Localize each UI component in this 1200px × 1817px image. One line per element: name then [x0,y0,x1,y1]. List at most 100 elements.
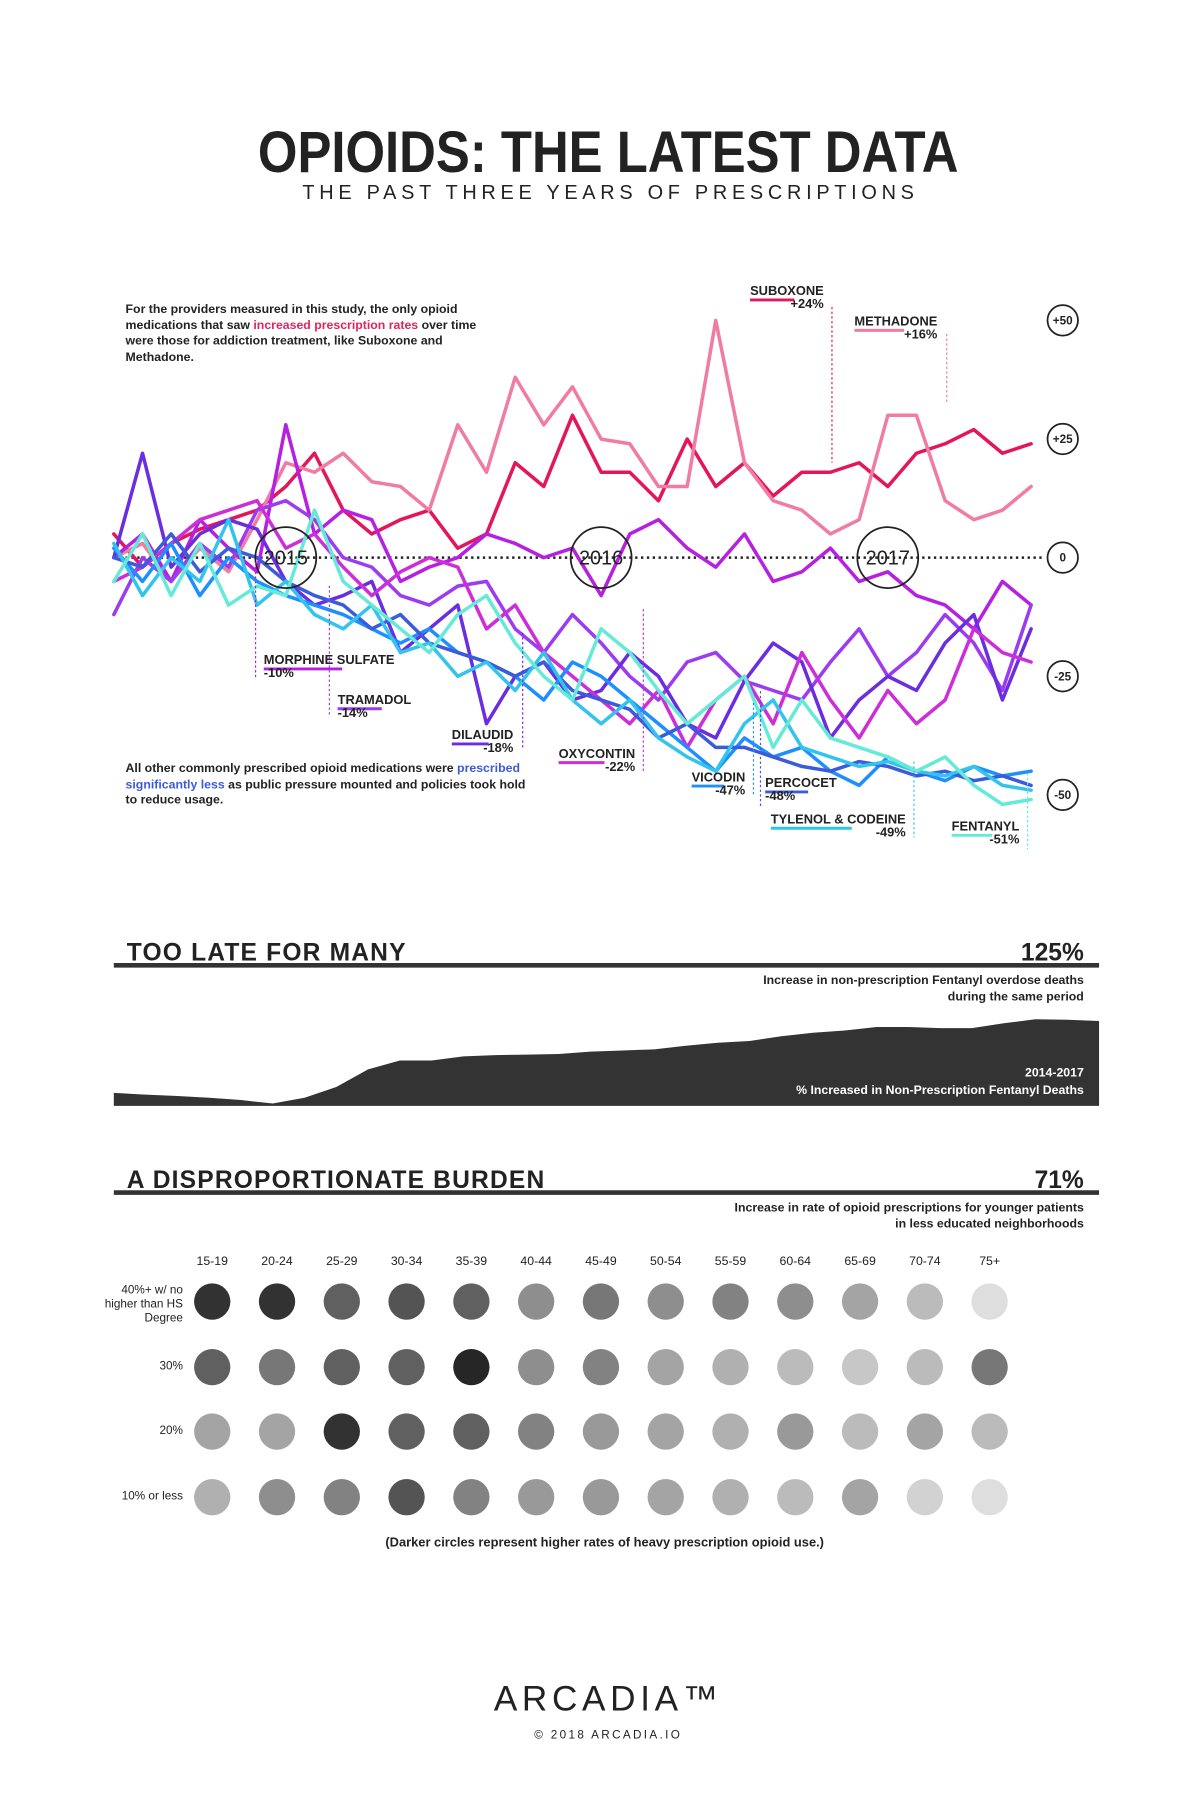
series-line [112,498,1033,702]
heat-circle [777,1479,814,1516]
heat-circle [971,1348,1008,1386]
section-headline: 71% [1035,1167,1084,1194]
heat-circle [453,1479,490,1516]
series-line [112,498,1033,750]
annotation-value: -49% [876,824,907,839]
heat-circle [841,1413,879,1450]
heat-circle [582,1348,620,1386]
heat-circle [971,1479,1008,1516]
heat-circle [777,1348,814,1386]
heat-circle [906,1283,944,1320]
row-label-box: 20% [159,1424,183,1438]
heat-circle [323,1283,360,1320]
y-tick-label: 0 [1059,552,1066,565]
y-tick-label: -50 [1054,789,1071,802]
heat-circle [453,1413,490,1450]
section-description-box: Increase in non-prescription Fentanyl ov… [763,973,1084,1004]
heat-circle [971,1283,1008,1320]
copyright: © 2018 ARCADIA.IO [534,1729,682,1742]
y-tick-mark [1046,778,1079,811]
heat-circle [712,1283,749,1320]
annotation-value: -22% [605,759,636,774]
heat-circle [388,1413,425,1450]
heatmap-note: (Darker circles represent higher rates o… [385,1534,824,1549]
heat-circle [194,1283,231,1320]
heat-circle [906,1479,944,1516]
heat-circle [582,1283,620,1320]
heat-circle [712,1479,749,1516]
section-description-box: Increase in rate of opioid prescriptions… [734,1200,1084,1232]
heat-circle [388,1479,425,1516]
heat-circle [323,1413,360,1450]
heat-circle [647,1283,684,1320]
heat-circle [777,1413,814,1450]
note-top: For the providers measured in this study… [126,302,489,365]
heat-circle [647,1479,684,1516]
heat-circle [323,1348,360,1386]
row-label-box: 10% or less [122,1490,183,1503]
heat-circle [647,1348,684,1386]
annotation-name: OXYCONTIN [559,746,636,761]
row-label: 20% [159,1424,183,1438]
row-label-box: 40%+ w/ no higher than HS Degree [105,1284,183,1325]
column-label: 45-49 [585,1254,617,1268]
column-label: 25-29 [326,1254,358,1268]
year-marker [569,526,633,589]
y-tick-mark [1046,422,1079,456]
annotation-value: +24% [790,296,824,311]
heat-circle [323,1479,360,1516]
annotation-value: +16% [904,327,938,342]
x-tick-label: 2016 [579,548,623,570]
y-tick-label: -25 [1054,670,1071,683]
annotation-name: TYLENOL & CODEINE [771,812,906,827]
note-top-box: For the providers measured in this study… [126,302,489,365]
heat-circle [582,1479,620,1516]
annotation-name: FENTANYL [952,819,1020,834]
heat-circle [517,1479,555,1516]
column-label: 20-24 [261,1254,293,1268]
annotation-value: -10% [264,665,295,680]
section-description: Increase in non-prescription Fentanyl ov… [763,973,1084,1004]
column-label: 30-34 [391,1254,423,1268]
annotation-value: -14% [338,705,369,720]
y-axis-label: % Increased in Non-Prescription Fentanyl… [796,1083,1084,1097]
heat-circle [258,1283,296,1320]
heat-circle [517,1283,555,1320]
annotation-name: TRAMADOL [338,692,412,707]
note-text: prescribed significantly less [125,761,520,792]
page-title: OPIOIDS: THE LATEST DATA [258,120,959,185]
y-tick-label: +50 [1053,315,1073,328]
logo: ARCADIA™ [494,1679,723,1718]
page-subtitle: THE PAST THREE YEARS OF PRESCRIPTIONS [302,182,914,204]
year-marker [254,526,318,589]
section-description: Increase in rate of opioid prescriptions… [734,1200,1084,1232]
column-label: 15-19 [197,1254,229,1268]
y-tick-mark [1046,541,1079,574]
series-line [112,508,1033,807]
annotation-name: METHADONE [854,314,937,329]
annotation-name: DILAUDID [452,727,514,742]
heat-circle [194,1479,231,1516]
note-text: increased prescription rates [253,318,419,333]
column-label: 50-54 [650,1254,682,1268]
heat-circle [906,1413,944,1450]
year-marker [856,526,920,589]
note-text: as public pressure mounted and policies … [125,777,526,808]
x-axis-label: 2014-2017 [1025,1066,1084,1080]
annotation-name: SUBOXONE [750,283,824,298]
section-title: A DISPROPORTIONATE BURDEN [127,1167,546,1194]
x-tick-label: 2015 [264,548,308,570]
note-text: over time were those for addiction treat… [125,318,477,364]
column-label: 60-64 [780,1254,812,1268]
annotation-value: -48% [765,788,796,803]
area [113,1019,1100,1105]
note-text: All other commonly prescribed opioid med… [125,761,458,776]
y-tick-mark [1046,660,1079,693]
section-title: TOO LATE FOR MANY [127,940,407,967]
heat-circle [258,1413,296,1450]
heat-circle [194,1348,231,1386]
heat-circle [971,1413,1008,1450]
